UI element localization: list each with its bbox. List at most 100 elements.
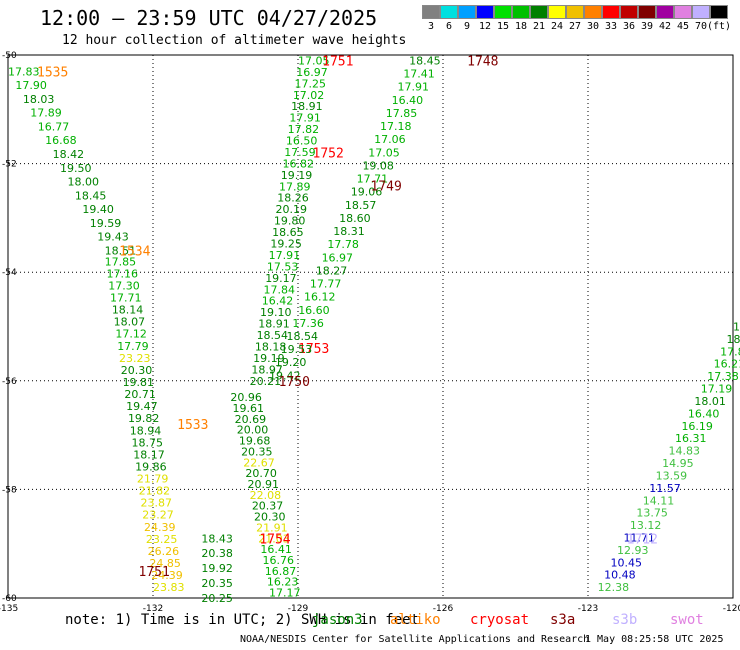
swh-value: 20.71 bbox=[124, 388, 156, 401]
lon-tick-label: -120 bbox=[723, 604, 740, 614]
swh-value: 17.83 bbox=[8, 65, 40, 78]
swh-value: 19.42 bbox=[269, 369, 301, 382]
swh-value: 16.41 bbox=[260, 543, 292, 556]
swh-value: 21.91 bbox=[256, 521, 288, 534]
pass-time-label: 1751 bbox=[322, 54, 353, 69]
swh-value: 16.68 bbox=[45, 134, 77, 147]
swh-value: 17.19 bbox=[701, 383, 733, 396]
swh-value: 13.75 bbox=[636, 507, 668, 520]
swh-value: 23.25 bbox=[146, 533, 178, 546]
swh-value: 20.70 bbox=[245, 467, 276, 480]
swh-value: 17.18 bbox=[380, 120, 412, 133]
satellite-legend-item: cryosat bbox=[470, 612, 530, 628]
satellite-legend-item: s3b bbox=[612, 612, 638, 628]
swh-value: 17.30 bbox=[108, 279, 140, 292]
legend-swatch bbox=[512, 5, 530, 19]
swh-value: 17.38 bbox=[707, 370, 739, 383]
swh-value: 18.75 bbox=[132, 436, 164, 449]
swh-value: 20.00 bbox=[237, 424, 269, 437]
swh-value: 20.30 bbox=[254, 511, 285, 524]
swh-value: 18.07 bbox=[114, 316, 145, 329]
swh-value: 17.89 bbox=[279, 180, 311, 193]
swh-value: 16.76 bbox=[263, 554, 295, 567]
swh-value: 20.35 bbox=[201, 577, 233, 590]
legend-label: 36 bbox=[622, 21, 636, 32]
swh-value: 18.57 bbox=[345, 199, 377, 212]
swh-value: 16.19 bbox=[681, 420, 713, 433]
lon-tick-label: -135 bbox=[0, 604, 18, 614]
color-legend bbox=[422, 5, 728, 19]
swh-value: 17.05 bbox=[368, 146, 400, 159]
swh-value: 20.38 bbox=[201, 547, 233, 560]
swh-value: 17.02 bbox=[293, 89, 325, 102]
swh-value: 18.00 bbox=[67, 176, 99, 189]
swh-value: 19.68 bbox=[239, 435, 270, 448]
footer-note: note: 1) Time is in UTC; 2) SWH is in fe… bbox=[65, 612, 420, 628]
swh-value: 12.38 bbox=[598, 581, 630, 594]
swh-value: 22.08 bbox=[250, 489, 282, 502]
legend-label: 42 bbox=[658, 21, 672, 32]
swh-value: 17.81 bbox=[720, 345, 740, 358]
swh-value: 16.77 bbox=[38, 120, 70, 133]
swh-value: 10.45 bbox=[611, 556, 643, 569]
swh-value: 19.43 bbox=[97, 231, 129, 244]
legend-label: 45 bbox=[676, 21, 690, 32]
legend-label: 33 bbox=[604, 21, 618, 32]
swh-value: 17.17 bbox=[269, 587, 301, 600]
page-title: 12:00 – 23:59 UTC 04/27/2025 bbox=[40, 6, 378, 30]
swh-value: 19.86 bbox=[135, 460, 167, 473]
swh-value: 16.87 bbox=[265, 565, 297, 578]
pass-time-label: 1751 bbox=[139, 565, 170, 580]
swh-value: 16.31 bbox=[675, 432, 707, 445]
legend-label: 27 bbox=[568, 21, 582, 32]
swh-value: 20.35 bbox=[241, 445, 273, 458]
swh-value: 16.82 bbox=[282, 157, 314, 170]
pass-time-label: 1535 bbox=[37, 65, 68, 80]
swh-value: 23.23 bbox=[119, 352, 151, 365]
swh-value: 16.40 bbox=[688, 407, 720, 420]
legend-label: 6 bbox=[445, 21, 453, 32]
swh-value: 18.45 bbox=[409, 54, 441, 67]
swh-value: 19.20 bbox=[275, 356, 307, 369]
legend-label: 12 bbox=[478, 21, 492, 32]
swh-value: 17.71 bbox=[110, 292, 142, 305]
swh-value: 20.37 bbox=[252, 500, 284, 513]
legend-label: 15 bbox=[496, 21, 510, 32]
lat-tick-label: -54 bbox=[2, 268, 17, 278]
swh-value: 20.25 bbox=[201, 592, 233, 605]
lat-tick-label: -60 bbox=[2, 594, 17, 604]
swh-value: 19.06 bbox=[351, 186, 383, 199]
swh-value: 18.01 bbox=[694, 395, 726, 408]
legend-swatch bbox=[494, 5, 512, 19]
pass-time-label: 1749 bbox=[371, 179, 402, 194]
credit-text: NOAA/NESDIS Center for Satellite Applica… bbox=[240, 634, 590, 645]
swh-value: 20.96 bbox=[230, 391, 261, 404]
swh-value: 17.41 bbox=[403, 68, 435, 81]
pass-time-label: 1534 bbox=[119, 244, 150, 259]
legend-swatch bbox=[584, 5, 602, 19]
swh-value: 23.87 bbox=[140, 497, 172, 510]
lon-tick-label: -126 bbox=[433, 604, 454, 614]
swh-value: 16.97 bbox=[296, 66, 328, 79]
swh-value: 17.85 bbox=[105, 255, 136, 268]
swh-value: 20.30 bbox=[121, 364, 152, 377]
swh-value: 18.17 bbox=[133, 448, 165, 461]
swh-value: 20.21 bbox=[250, 375, 282, 388]
swh-value: 14.83 bbox=[669, 445, 701, 458]
swh-value: 24.39 bbox=[151, 569, 183, 582]
satellite-legend-item: jason3 bbox=[312, 612, 363, 628]
swh-value: 23.27 bbox=[142, 509, 174, 522]
swh-value: 17.79 bbox=[117, 340, 149, 353]
satellite-legend-item: s3a bbox=[550, 612, 576, 628]
legend-label: 21 bbox=[532, 21, 546, 32]
swh-value: 18.54 bbox=[257, 329, 289, 342]
legend-swatch bbox=[458, 5, 476, 19]
swh-value: 23.83 bbox=[153, 581, 185, 594]
swh-value: 18.45 bbox=[75, 189, 107, 202]
swh-value: 17.36 bbox=[292, 317, 324, 330]
legend-swatch bbox=[602, 5, 620, 19]
swh-value: 17.78 bbox=[327, 238, 359, 251]
legend-swatch bbox=[710, 5, 728, 19]
pass-time-label: 1712 bbox=[627, 532, 658, 547]
